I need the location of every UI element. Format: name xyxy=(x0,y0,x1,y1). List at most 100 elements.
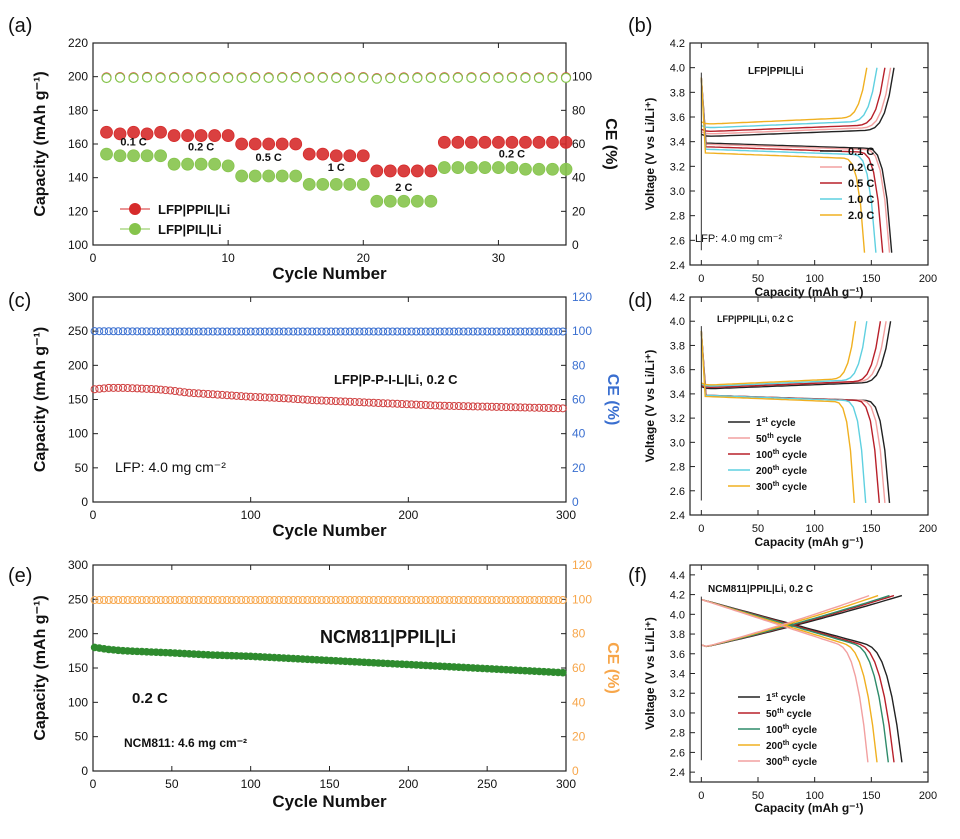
ce-point xyxy=(114,327,123,336)
capacity-point xyxy=(412,400,421,409)
ce-point xyxy=(459,596,468,605)
x-tick-label: 50 xyxy=(165,777,179,791)
ce-point xyxy=(416,327,425,336)
y-tick-label: 3.4 xyxy=(670,137,685,149)
x-tick-label: 100 xyxy=(241,508,261,522)
capacity-point xyxy=(118,383,127,392)
capacity-point xyxy=(398,400,407,409)
capacity-point xyxy=(345,397,354,406)
x-tick-label: 200 xyxy=(398,508,418,522)
ce-point xyxy=(142,596,151,605)
axes-a: (a) 0 10 20 30 100 120 140 160 180 200 220 0 20 40 60 80… xyxy=(8,15,619,283)
ce-point xyxy=(487,596,496,605)
ce-point xyxy=(402,327,411,336)
capacity-point xyxy=(248,169,262,183)
capacity-point xyxy=(140,149,154,163)
capacity-point xyxy=(189,389,198,398)
plot-frame xyxy=(689,42,929,266)
ce-point xyxy=(525,327,534,336)
capacity-point xyxy=(213,390,222,399)
y-tick-label: 4.4 xyxy=(670,570,685,582)
y2-tick-label: 0 xyxy=(572,238,579,252)
x-tick-label: 150 xyxy=(319,777,339,791)
axes-c: (c)0 100 200 300050100150200250300020406080… xyxy=(8,290,621,540)
y-tick-label: 3.6 xyxy=(670,112,685,124)
axes-b: (b) 0 50 100 150 200 2.4 2.6 2.8 3.0 3.2 3.4 3.6 3.8 4… xyxy=(628,15,937,299)
capacity-point xyxy=(532,162,546,176)
ce-point xyxy=(232,327,241,336)
discharge-curve xyxy=(700,330,886,503)
capacity-point xyxy=(194,157,208,171)
ce-point xyxy=(493,72,504,83)
capacity-point xyxy=(343,149,357,163)
ce-point xyxy=(393,596,402,605)
ce-point xyxy=(227,596,236,605)
ce-point xyxy=(109,327,118,336)
panel-label: (f) xyxy=(628,565,647,587)
ce-point xyxy=(497,596,506,605)
ce-point xyxy=(137,327,146,336)
capacity-point xyxy=(478,402,487,411)
capacity-point xyxy=(90,385,99,394)
ce-point xyxy=(118,596,127,605)
ce-point xyxy=(331,596,340,605)
legend-label: 200th cycle xyxy=(766,740,818,752)
ce-point xyxy=(521,327,530,336)
capacity-point xyxy=(270,393,279,402)
y-axis-label: Voltage (V vs Li/Li⁺) xyxy=(643,350,657,463)
ce-point xyxy=(100,596,109,605)
ce-point xyxy=(265,596,274,605)
capacity-point xyxy=(521,403,530,412)
y-tick-label: 3.0 xyxy=(670,437,685,449)
capacity-point xyxy=(516,403,525,412)
capacity-point xyxy=(95,384,104,393)
legend-marker xyxy=(129,203,141,215)
charge-curve xyxy=(701,594,870,648)
ce-point xyxy=(141,72,153,83)
discharge-curve xyxy=(700,77,877,253)
capacity-point xyxy=(546,135,559,149)
capacity-point xyxy=(329,149,343,163)
capacity-point xyxy=(544,404,553,413)
ce-point xyxy=(426,327,435,336)
ce-point xyxy=(101,72,112,84)
panel-label: (d) xyxy=(628,290,652,312)
y-tick-label: 200 xyxy=(68,627,88,641)
capacity-point xyxy=(227,391,236,400)
ce-point xyxy=(152,327,161,336)
ce-point xyxy=(506,72,518,83)
capacity-point xyxy=(275,137,289,151)
capacity-point xyxy=(383,399,392,408)
ce-point xyxy=(284,327,293,336)
capacity-point xyxy=(464,161,478,174)
capacity-point xyxy=(128,384,137,393)
ce-point xyxy=(492,327,501,336)
ce-point xyxy=(265,327,274,336)
capacity-point xyxy=(424,194,438,208)
ce-point xyxy=(232,596,241,605)
ce-point xyxy=(364,327,373,336)
capacity-point xyxy=(506,403,515,412)
ce-point xyxy=(425,72,436,83)
capacity-point xyxy=(450,401,459,410)
x-tick-label: 30 xyxy=(492,251,506,265)
ce-point xyxy=(322,327,331,336)
ce-point xyxy=(554,596,563,605)
ce-point xyxy=(358,72,369,83)
capacity-point xyxy=(454,402,463,411)
capacity-point xyxy=(535,403,544,412)
discharge-curve xyxy=(700,330,867,503)
ce-point xyxy=(350,327,359,336)
y-tick-label: 2.6 xyxy=(670,486,685,498)
capacity-point xyxy=(370,164,384,178)
y2-tick-label: 100 xyxy=(572,70,592,84)
y2-tick-label: 60 xyxy=(572,137,586,151)
ce-point xyxy=(473,596,482,605)
capacity-point xyxy=(464,135,478,149)
axes-f: (f) 0 50 100 150 200 2.4 2.6 2.8 3.0 3.2 3.4 3.6 3.8 4… xyxy=(628,564,937,815)
capacity-point xyxy=(208,390,217,399)
y-tick-label: 220 xyxy=(68,36,88,50)
y-tick-label: 2.4 xyxy=(670,510,685,522)
capacity-point xyxy=(355,398,364,407)
ce-point xyxy=(435,596,444,605)
